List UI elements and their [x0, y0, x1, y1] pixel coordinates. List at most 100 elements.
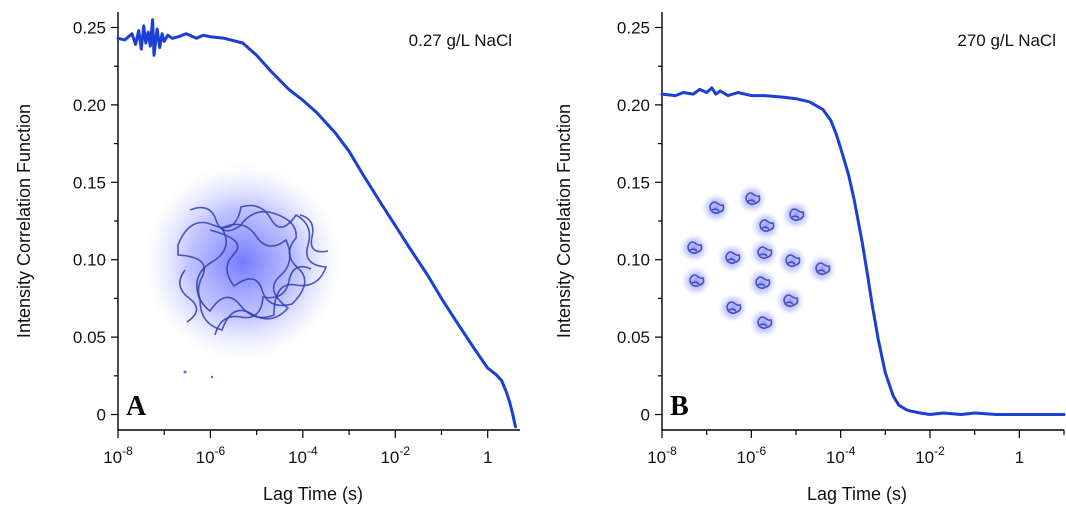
- globule-strand: [725, 251, 741, 265]
- globule: [701, 193, 731, 223]
- panel-letter: A: [126, 391, 147, 422]
- x-tick-exponent: -6: [755, 444, 766, 458]
- salt-concentration-label: 270 g/L NaCl: [957, 31, 1056, 50]
- x-tick-exponent: -4: [845, 444, 856, 458]
- y-tick-label: 0.25: [73, 18, 106, 37]
- x-axis-label: Lag Time (s): [263, 484, 363, 504]
- x-tick-exponent: -8: [122, 444, 133, 458]
- x-tick-base: 1: [483, 448, 492, 467]
- globule: [718, 293, 748, 323]
- stray-dot-1: [183, 370, 187, 374]
- globule: [737, 184, 767, 214]
- globule: [781, 200, 811, 230]
- x-tick-label: 10-2: [380, 444, 410, 467]
- x-tick-base: 10: [288, 448, 307, 467]
- globule-strand: [687, 241, 703, 255]
- x-tick-base: 10: [826, 448, 845, 467]
- y-tick-label: 0.20: [73, 96, 106, 115]
- globule-glow: [681, 266, 711, 296]
- x-tick-label: 10-8: [103, 444, 133, 467]
- globule-glow: [749, 308, 779, 338]
- x-tick-exponent: -6: [215, 444, 226, 458]
- y-tick-label: 0.10: [73, 251, 106, 270]
- x-axis-label: Lag Time (s): [807, 484, 907, 504]
- globule: [747, 268, 777, 298]
- y-axis-label: Intensity Correlation Function: [14, 104, 34, 338]
- globule-strand: [757, 246, 773, 260]
- x-tick-base: 10: [915, 448, 934, 467]
- y-tick-label: 0.25: [617, 18, 650, 37]
- y-tick-label: 0.20: [617, 96, 650, 115]
- globule: [775, 286, 805, 316]
- globule: [681, 266, 711, 296]
- polymer-globules-illustration: [679, 184, 837, 338]
- globule: [749, 238, 779, 268]
- globule-glow: [718, 293, 748, 323]
- x-tick-exponent: -8: [666, 444, 677, 458]
- globule-glow: [751, 211, 781, 241]
- globule-strand: [759, 219, 775, 233]
- globule-strand: [789, 208, 805, 222]
- globule-glow: [717, 243, 747, 273]
- y-tick-label: 0.15: [617, 173, 650, 192]
- globule-glow: [737, 184, 767, 214]
- globule-strand: [815, 262, 831, 276]
- x-tick-base: 10: [103, 448, 122, 467]
- polymer-coil-illustration: [145, 164, 341, 360]
- x-tick-exponent: -2: [399, 444, 410, 458]
- x-tick-label: 10-6: [196, 444, 226, 467]
- x-tick-base: 10: [196, 448, 215, 467]
- globule-glow: [807, 254, 837, 284]
- x-tick-label: 1: [483, 448, 492, 467]
- stray-dot-2: [210, 375, 214, 379]
- x-tick-base: 10: [647, 448, 666, 467]
- globule-glow: [747, 268, 777, 298]
- x-tick-label: 10-6: [737, 444, 767, 467]
- globule: [777, 246, 807, 276]
- x-tick-base: 10: [737, 448, 756, 467]
- globule-strand: [785, 254, 801, 268]
- globule-strand: [726, 301, 742, 315]
- x-tick-base: 1: [1015, 448, 1024, 467]
- coil-strand-1: [177, 204, 328, 319]
- y-tick-label: 0: [97, 406, 106, 425]
- x-tick-label: 10-2: [915, 444, 945, 467]
- globule-strand: [757, 316, 773, 330]
- globule: [807, 254, 837, 284]
- coil-strand-4: [179, 214, 329, 336]
- y-tick-label: 0.05: [617, 328, 650, 347]
- panel-letter: B: [670, 391, 689, 422]
- x-tick-label: 10-4: [826, 444, 856, 467]
- correlation-curve: [116, 18, 517, 429]
- y-axis-label: Intensity Correlation Function: [554, 104, 574, 338]
- coil-strand-2: [196, 223, 291, 331]
- y-tick-label: 0: [641, 406, 650, 425]
- globule-glow: [679, 233, 709, 263]
- coil-illustration-a: [145, 164, 341, 379]
- globule-strand: [709, 201, 725, 215]
- globule-strand: [783, 294, 799, 308]
- globule-strand: [689, 274, 705, 288]
- globule-glow: [749, 238, 779, 268]
- x-tick-base: 10: [380, 448, 399, 467]
- y-tick-label: 0.05: [73, 328, 106, 347]
- globule-strand: [755, 276, 771, 290]
- globule-strand: [745, 192, 761, 206]
- globule-glow: [781, 200, 811, 230]
- x-tick-exponent: -2: [934, 444, 945, 458]
- y-tick-label: 0.10: [617, 251, 650, 270]
- y-tick-label: 0.15: [73, 173, 106, 192]
- globule-glow: [775, 286, 805, 316]
- x-tick-label: 10-4: [288, 444, 318, 467]
- x-tick-label: 10-8: [647, 444, 677, 467]
- globule-glow: [777, 246, 807, 276]
- globule: [751, 211, 781, 241]
- globule-glow: [701, 193, 731, 223]
- correlation-curve: [660, 86, 1066, 416]
- x-tick-exponent: -4: [307, 444, 318, 458]
- globule: [717, 243, 747, 273]
